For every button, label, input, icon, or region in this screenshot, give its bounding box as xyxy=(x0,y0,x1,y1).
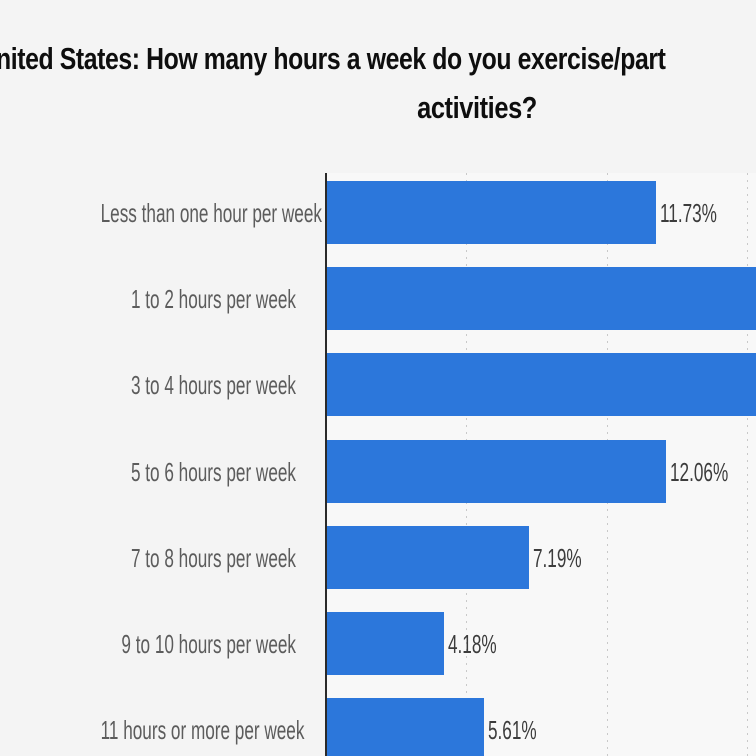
value-label: 4.18% xyxy=(448,629,497,659)
bar xyxy=(327,526,529,589)
category-label: 5 to 6 hours per week xyxy=(130,457,296,487)
category-label: 7 to 8 hours per week xyxy=(130,543,296,573)
bar xyxy=(327,440,666,503)
value-label: 11.73% xyxy=(660,198,717,228)
bar xyxy=(327,612,444,675)
gridline-15pct xyxy=(747,173,748,756)
bar xyxy=(327,267,756,330)
category-label: 9 to 10 hours per week xyxy=(121,629,297,659)
value-label: 5.61% xyxy=(488,715,537,745)
value-label: 7.19% xyxy=(533,543,582,573)
category-label: 1 to 2 hours per week xyxy=(130,284,296,314)
category-label: Less than one hour per week xyxy=(100,198,322,228)
chart-title-line-2: activities? xyxy=(417,90,537,125)
bar xyxy=(327,698,484,756)
y-axis-line xyxy=(325,173,327,756)
bar xyxy=(327,181,656,244)
bar xyxy=(327,353,756,416)
category-label: 3 to 4 hours per week xyxy=(130,370,296,400)
value-label: 12.06% xyxy=(670,457,729,487)
category-label: 11 hours or more per week xyxy=(100,715,305,745)
chart-title-line-1: nited States: How many hours a week do y… xyxy=(0,41,666,76)
